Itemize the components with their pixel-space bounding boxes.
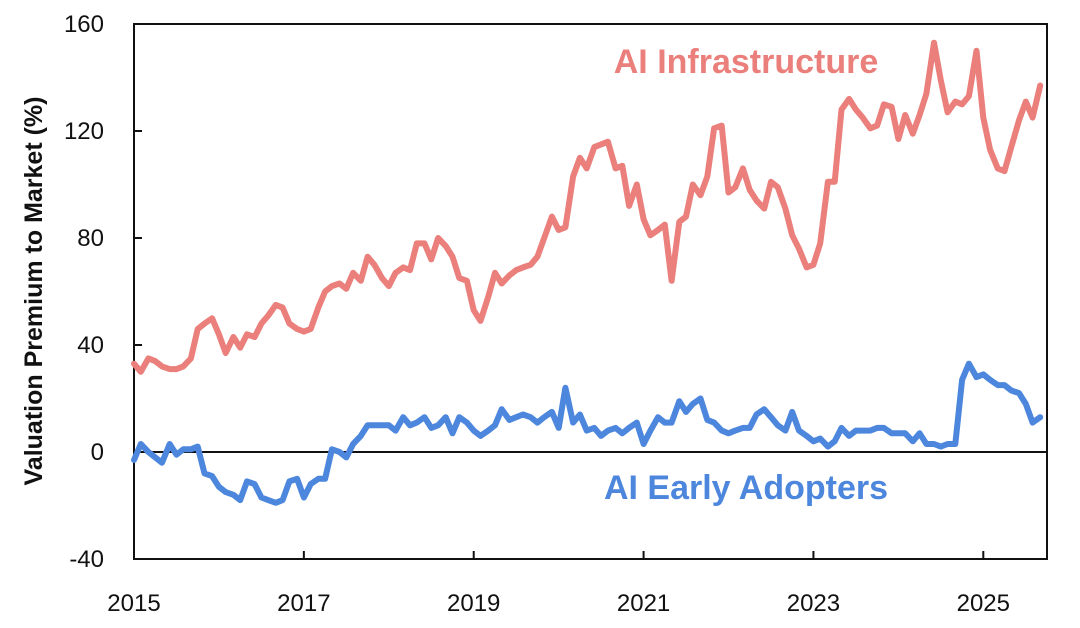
plot-area <box>133 23 1048 560</box>
y-tick-label: 40 <box>77 332 104 359</box>
x-tick-label: 2019 <box>447 590 500 617</box>
y-axis: -40 0 40 80 120 160 <box>64 11 142 573</box>
y-tick-label: 80 <box>77 225 104 252</box>
y-tick-label: -40 <box>69 546 104 573</box>
x-axis: 2015 2017 2019 2021 2023 2025 <box>107 551 1010 617</box>
x-tick-label: 2023 <box>787 590 840 617</box>
series-line-ai-infrastructure <box>131 39 1044 375</box>
series-label-ai-infrastructure: AI Infrastructure <box>614 43 879 81</box>
y-tick-label: 160 <box>64 11 104 38</box>
x-tick-label: 2017 <box>277 590 330 617</box>
x-tick-label: 2015 <box>107 590 160 617</box>
y-tick-label: 0 <box>91 439 104 466</box>
plot-frame <box>133 23 1048 560</box>
series-lines <box>131 39 1044 506</box>
series-label-ai-early-adopters: AI Early Adopters <box>604 469 888 507</box>
y-tick-label: 120 <box>64 118 104 145</box>
series-line-ai-early-adopters <box>131 360 1044 506</box>
y-axis-label: Valuation Premium to Market (%) <box>20 97 48 486</box>
x-tick-label: 2021 <box>617 590 670 617</box>
x-tick-label: 2025 <box>957 590 1010 617</box>
